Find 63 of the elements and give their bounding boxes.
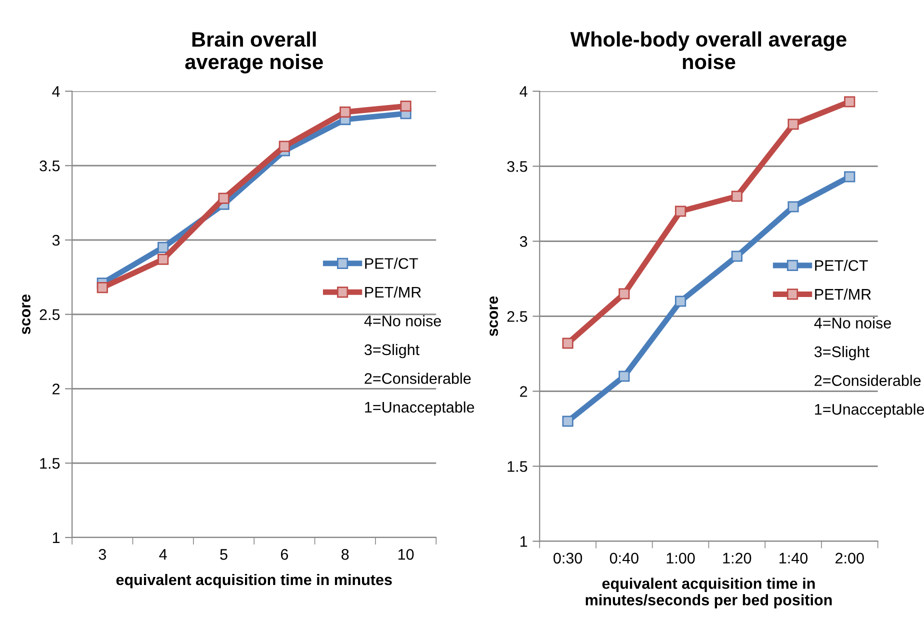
y-tick-label: 1	[520, 536, 528, 547]
point	[674, 206, 686, 217]
x-tick-label: 3	[98, 549, 106, 560]
y-tick-label: 1.5	[508, 461, 528, 472]
x-axis-title: equivalent acquisition time in minutes	[116, 574, 392, 588]
legend-label: PET/MR	[815, 288, 871, 300]
point	[278, 140, 290, 152]
x-tick-label: 2:00	[836, 552, 864, 564]
annotation: 4=No noise	[364, 315, 441, 326]
annotation: 3=Slight	[814, 346, 870, 360]
y-tick-label: 3	[520, 236, 528, 247]
y-tick-label: 1.5	[40, 458, 60, 469]
point	[844, 96, 856, 108]
y-tick-label: 4	[520, 86, 528, 97]
point	[618, 370, 630, 382]
x-tick-label: 0:30	[554, 552, 582, 564]
point	[562, 416, 574, 427]
x-axis-title: equivalent acquisition time in minutes/seconds per bed position	[586, 578, 832, 608]
point	[788, 118, 799, 130]
y-tick-label: 2	[520, 386, 528, 397]
y-axis-title: score	[22, 294, 30, 334]
point	[562, 338, 574, 349]
point	[788, 201, 799, 212]
x-tick-label: 5	[220, 549, 228, 560]
point	[340, 106, 351, 118]
point	[96, 282, 108, 294]
point	[400, 100, 412, 112]
legend-label: PET/CT	[365, 258, 418, 269]
point	[218, 192, 230, 204]
legend-label: PET/CT	[815, 260, 868, 271]
y-tick-label: 3.5	[507, 161, 528, 172]
annotation: 3=Slight	[364, 344, 420, 358]
y-tick-label: 2.5	[507, 311, 528, 322]
annotation: 2=Considerable	[364, 372, 471, 384]
x-tick-label: 4	[159, 549, 167, 560]
x-tick-label: 1:20	[723, 552, 752, 564]
y-tick-label: 2	[52, 384, 60, 394]
y-tick-label: 1	[52, 532, 60, 544]
x-tick-label: 10	[398, 549, 414, 560]
point	[844, 171, 856, 182]
point	[731, 190, 742, 202]
point	[158, 254, 169, 265]
x-tick-label: 8	[342, 549, 349, 560]
annotation: 4=No noise	[814, 317, 891, 328]
x-tick-label: 6	[280, 549, 288, 560]
y-axis-title: score	[490, 296, 498, 336]
y-tick-label: 4	[52, 86, 60, 97]
x-tick-label: 1:00	[666, 552, 695, 564]
annotation: 2=Considerable	[814, 374, 921, 386]
point	[158, 242, 169, 253]
x-tick-label: 0:40	[610, 552, 638, 564]
x-tick-label: 1:40	[780, 552, 808, 564]
point	[674, 296, 686, 307]
annotation: 1=Unacceptable	[815, 404, 924, 418]
y-tick-label: 3.5	[40, 160, 60, 172]
y-tick-label: 3	[52, 234, 60, 246]
point	[618, 288, 630, 300]
legend-label: PET/MR	[365, 286, 421, 298]
chart-title: Whole-body overall average noise	[570, 31, 846, 70]
point	[731, 250, 742, 262]
annotation: 1=Unacceptable	[365, 401, 474, 416]
y-tick-label: 2.5	[40, 309, 60, 320]
chart-title: Brain overall average noise	[185, 31, 323, 74]
